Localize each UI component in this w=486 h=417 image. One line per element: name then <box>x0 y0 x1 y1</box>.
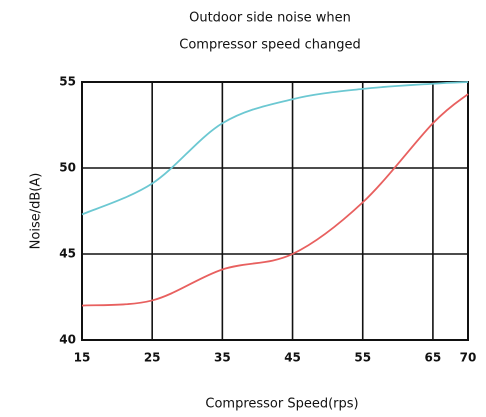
x-tick-label: 55 <box>354 351 371 365</box>
y-tick-label: 50 <box>59 161 76 175</box>
y-tick-label: 55 <box>59 75 76 89</box>
y-axis-label: Noise/dB(A) <box>29 173 44 250</box>
x-tick-label: 35 <box>214 351 231 365</box>
x-tick-label: 65 <box>425 351 442 365</box>
chart-title: Compressor speed changed <box>179 38 360 53</box>
chart-title: Outdoor side noise when <box>189 11 351 26</box>
series-line <box>81 93 469 307</box>
y-tick-label: 40 <box>59 333 76 347</box>
plot-frame <box>81 81 469 341</box>
x-tick-label: 15 <box>74 351 91 365</box>
series-line <box>81 81 469 216</box>
x-tick-label: 45 <box>284 351 301 365</box>
x-tick-label: 70 <box>460 351 477 365</box>
x-tick-label: 25 <box>144 351 161 365</box>
x-axis-label: Compressor Speed(rps) <box>205 397 358 412</box>
y-tick-label: 45 <box>59 247 76 261</box>
